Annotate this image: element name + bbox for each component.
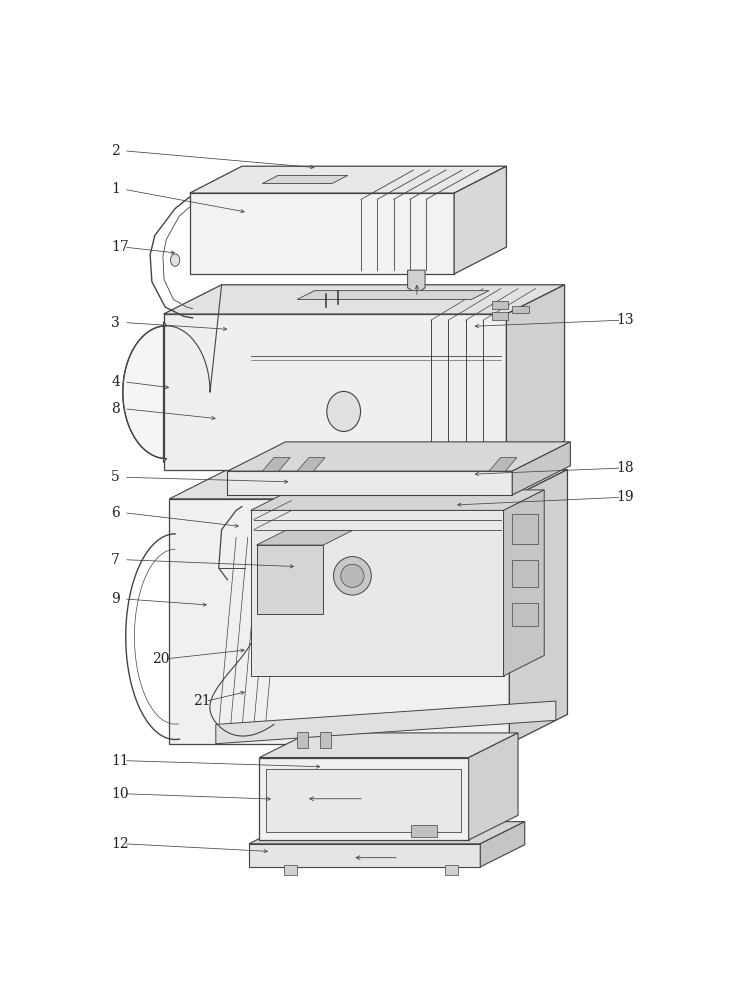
Bar (320, 732, 331, 748)
Ellipse shape (327, 391, 361, 431)
Text: 4: 4 (111, 375, 120, 389)
Polygon shape (227, 442, 570, 471)
Ellipse shape (334, 557, 371, 595)
Text: 6: 6 (111, 506, 120, 520)
Text: 2: 2 (111, 144, 120, 158)
Bar (512, 306, 529, 313)
Polygon shape (170, 470, 568, 499)
Polygon shape (503, 490, 544, 676)
Polygon shape (297, 291, 489, 299)
Polygon shape (454, 166, 506, 274)
Ellipse shape (340, 564, 364, 587)
Polygon shape (260, 733, 518, 758)
Polygon shape (469, 733, 518, 840)
Text: 5: 5 (111, 470, 120, 484)
Polygon shape (170, 499, 509, 744)
Polygon shape (190, 193, 454, 274)
Text: 7: 7 (111, 553, 120, 567)
Text: 18: 18 (616, 461, 634, 475)
Text: 1: 1 (111, 182, 120, 196)
Polygon shape (262, 175, 348, 184)
Polygon shape (216, 701, 556, 744)
Ellipse shape (320, 176, 330, 184)
Polygon shape (489, 458, 517, 471)
Polygon shape (256, 530, 352, 545)
Polygon shape (227, 471, 512, 495)
Circle shape (170, 254, 180, 266)
Polygon shape (251, 510, 503, 676)
Text: 17: 17 (111, 240, 129, 254)
Polygon shape (297, 458, 325, 471)
Text: 11: 11 (111, 754, 129, 768)
Polygon shape (512, 442, 570, 495)
Polygon shape (408, 270, 425, 293)
Polygon shape (260, 758, 469, 840)
Polygon shape (251, 490, 544, 510)
Polygon shape (249, 822, 525, 844)
Polygon shape (164, 285, 565, 314)
Text: 8: 8 (111, 402, 120, 416)
Bar (512, 514, 538, 544)
Text: 3: 3 (111, 316, 120, 330)
Text: 12: 12 (111, 837, 129, 851)
Bar (512, 603, 538, 626)
Polygon shape (123, 322, 166, 463)
Polygon shape (509, 470, 568, 744)
Text: 9: 9 (111, 592, 120, 606)
Bar (512, 560, 538, 587)
Text: 20: 20 (152, 652, 170, 666)
Text: 13: 13 (616, 313, 634, 327)
Polygon shape (190, 166, 506, 193)
Bar (492, 312, 508, 320)
Bar (266, 769, 461, 832)
Bar (410, 825, 436, 837)
Polygon shape (249, 844, 480, 867)
Polygon shape (480, 822, 525, 867)
Text: 10: 10 (111, 787, 129, 801)
Polygon shape (262, 458, 290, 471)
Bar (297, 732, 307, 748)
Text: 19: 19 (616, 490, 634, 504)
Polygon shape (164, 314, 506, 470)
Bar (492, 301, 508, 309)
Bar (446, 865, 458, 875)
Bar (284, 865, 296, 875)
Polygon shape (506, 285, 565, 470)
Text: 21: 21 (193, 694, 210, 708)
Polygon shape (256, 545, 323, 614)
